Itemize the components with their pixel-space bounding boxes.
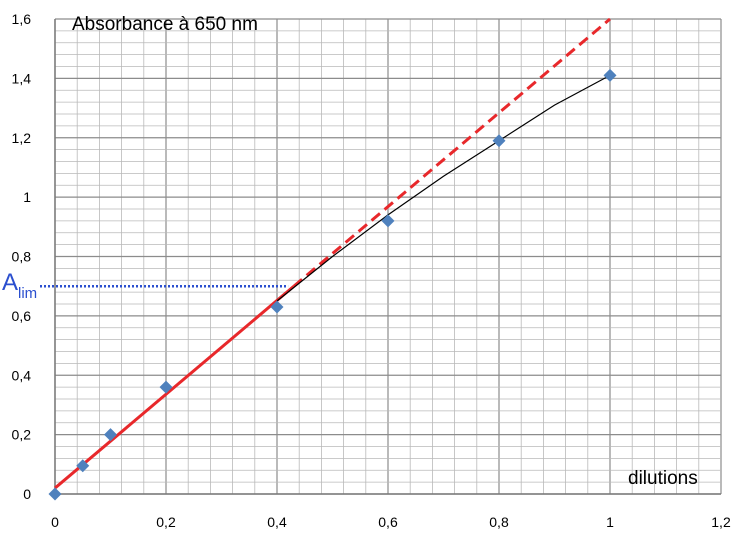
fit-lines — [54, 17, 611, 490]
y-tick-label: 0,6 — [12, 308, 32, 324]
data-point-diamond — [159, 380, 173, 394]
x-tick-label: 0,2 — [156, 514, 176, 530]
y-tick-label: 0,2 — [12, 427, 32, 443]
polynomial-fit-curve — [276, 74, 611, 302]
x-tick-label: 0,6 — [378, 514, 398, 530]
x-tick-labels: 0 0,2 0,4 0,6 0,8 1 1,2 — [51, 514, 731, 530]
linear-fit-solid — [54, 285, 295, 490]
x-tick-label: 1 — [606, 514, 614, 530]
data-point-diamond — [104, 428, 117, 442]
x-axis-label: dilutions — [628, 468, 698, 489]
a-lim-annotation: Alim — [2, 269, 289, 302]
data-point-diamond — [48, 487, 62, 501]
y-tick-label: 0,8 — [12, 249, 32, 265]
data-point-diamond — [603, 68, 617, 82]
chart-title: Absorbance à 650 nm — [72, 14, 258, 35]
x-tick-label: 0,8 — [489, 514, 509, 530]
data-point-diamond — [492, 134, 506, 148]
y-tick-labels: 0 0,2 0,4 0,6 0,8 1 1,2 1,4 1,6 — [12, 11, 32, 502]
x-tick-label: 1,2 — [711, 514, 731, 530]
x-tick-label: 0 — [51, 514, 59, 530]
data-points — [48, 68, 617, 501]
y-tick-label: 1 — [23, 189, 31, 205]
data-point-diamond — [381, 214, 395, 228]
chart-axes — [54, 19, 721, 495]
chart-grid — [54, 18, 722, 495]
y-tick-label: 1,2 — [12, 130, 32, 146]
x-tick-label: 0,4 — [267, 514, 287, 530]
y-tick-label: 0 — [23, 486, 31, 502]
y-tick-label: 1,6 — [12, 11, 32, 27]
y-tick-label: 1,4 — [12, 70, 32, 86]
a-lim-main: A — [2, 269, 18, 296]
linear-fit-dashed — [292, 17, 611, 288]
data-point-diamond — [76, 459, 90, 473]
y-tick-label: 0,4 — [12, 367, 32, 383]
a-lim-label: Alim — [2, 269, 37, 302]
a-lim-subscript: lim — [18, 285, 37, 302]
data-point-diamond — [270, 300, 284, 314]
